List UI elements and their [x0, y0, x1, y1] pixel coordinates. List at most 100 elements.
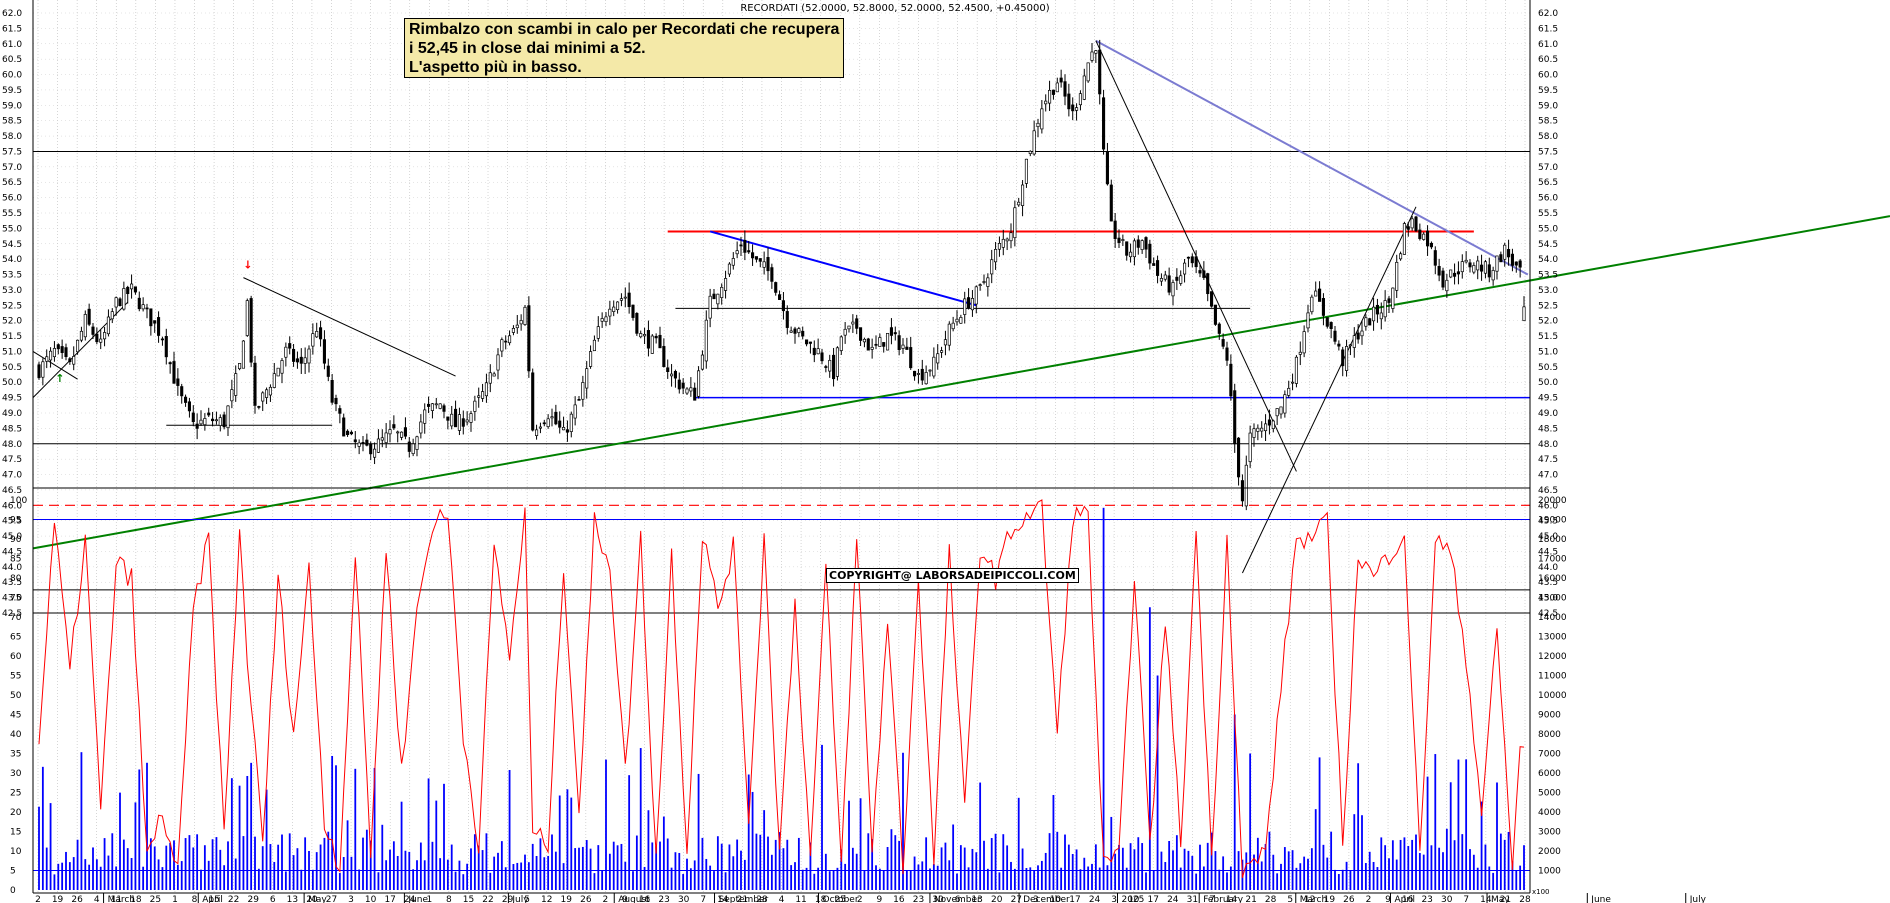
- volume-bar: [817, 867, 820, 890]
- candle-body: [1441, 270, 1445, 288]
- candle-body: [1464, 259, 1468, 263]
- candle-body: [265, 389, 269, 398]
- volume-bar: [605, 759, 607, 890]
- rsi-tick-label: 90: [10, 535, 22, 545]
- candle-body: [99, 338, 103, 343]
- price-tick-label-left: 58.0: [2, 132, 22, 142]
- volume-bar: [693, 860, 696, 890]
- volume-bar: [1237, 851, 1240, 890]
- candle-body: [442, 405, 446, 412]
- candle-body: [41, 361, 45, 378]
- volume-bar: [1172, 850, 1174, 890]
- candle-body: [785, 311, 789, 328]
- candle-body: [461, 418, 465, 427]
- volume-bar: [1349, 870, 1352, 890]
- volume-bar: [277, 844, 280, 890]
- x-tick-label: 19: [561, 895, 573, 903]
- candle-body: [963, 298, 967, 315]
- volume-bar: [1152, 870, 1155, 890]
- volume-tick-label: 18000: [1538, 535, 1567, 545]
- x-tick-label: 24: [404, 895, 416, 903]
- volume-bar: [902, 752, 904, 890]
- volume-bar: [1079, 869, 1082, 890]
- candle-body: [1260, 427, 1264, 432]
- candle-body: [859, 327, 863, 341]
- candle-body: [1102, 97, 1106, 150]
- candle-body: [68, 358, 72, 363]
- volume-tick-label: 7000: [1538, 750, 1561, 760]
- price-tick-label-left: 45.0: [2, 532, 22, 542]
- volume-bar: [485, 833, 488, 890]
- candle-body: [639, 333, 643, 338]
- volume-bar: [146, 762, 148, 890]
- volume-bar: [1102, 507, 1105, 890]
- candle-body: [731, 258, 735, 266]
- volume-bar: [180, 861, 183, 890]
- candle-body: [608, 308, 612, 317]
- candle-body: [60, 346, 64, 353]
- volume-bar: [751, 791, 754, 890]
- volume-bar: [1168, 841, 1171, 890]
- month-label: March: [108, 895, 135, 903]
- volume-bar: [705, 858, 708, 890]
- volume-tick-label: 12000: [1538, 652, 1567, 662]
- candle-body: [380, 437, 384, 441]
- candle-body: [1202, 270, 1206, 278]
- x-tick-label: 24: [1167, 895, 1179, 903]
- candle-body: [511, 327, 515, 333]
- volume-bar: [643, 866, 646, 890]
- volume-bar: [1264, 844, 1267, 890]
- x-tick-label: 10: [1050, 895, 1062, 903]
- candle-body: [261, 392, 265, 402]
- volume-bar: [288, 833, 291, 890]
- candle-body: [720, 286, 724, 298]
- candle-body: [299, 356, 303, 364]
- price-tick-label-left: 61.0: [2, 40, 22, 50]
- x-tick-label: 15: [208, 895, 219, 903]
- candle-body: [1345, 346, 1349, 371]
- candle-body: [1032, 130, 1036, 155]
- price-tick-label-right: 51.0: [1538, 347, 1558, 357]
- volume-bar: [1202, 866, 1205, 890]
- candle-body: [666, 367, 670, 373]
- candle-body: [646, 330, 650, 349]
- candle-body: [492, 373, 496, 377]
- candle-body: [882, 342, 886, 347]
- candle-body: [319, 327, 323, 340]
- rsi-tick-label: 40: [10, 730, 22, 740]
- candle-body: [612, 306, 616, 312]
- price-tick-label-left: 61.5: [2, 24, 22, 34]
- month-label: June: [1590, 895, 1611, 903]
- volume-bar: [68, 862, 71, 890]
- price-tick-label-left: 54.5: [2, 240, 22, 250]
- candle-body: [257, 406, 261, 408]
- copyright-label: COPYRIGHT@ LABORSADEIPICCOLI.COM: [826, 568, 1079, 583]
- candle-body: [1410, 218, 1414, 229]
- volume-bar: [1380, 837, 1383, 890]
- price-tick-label-right: 50.0: [1538, 378, 1558, 388]
- x-tick-label: 7: [1209, 895, 1215, 903]
- price-tick-label-right: 42.5: [1538, 609, 1558, 619]
- volume-bar: [1337, 874, 1340, 890]
- candle-body: [1109, 184, 1113, 222]
- candle-body: [940, 350, 944, 353]
- volume-bar: [1191, 855, 1194, 890]
- candle-body: [199, 419, 203, 425]
- volume-bar: [647, 810, 650, 890]
- candle-body: [1321, 298, 1325, 316]
- price-tick-label-right: 49.0: [1538, 409, 1558, 419]
- volume-bar: [1488, 866, 1491, 890]
- volume-bar: [338, 873, 341, 890]
- volume-bar: [230, 778, 233, 890]
- candle-body: [357, 442, 361, 447]
- candle-body: [635, 313, 639, 334]
- candle-body: [1078, 93, 1082, 106]
- volume-bar: [416, 860, 418, 890]
- candle-body: [87, 308, 91, 325]
- candle-body: [1071, 104, 1075, 112]
- volume-bar: [1106, 865, 1109, 890]
- volume-bar: [134, 802, 137, 890]
- candle-body: [862, 338, 866, 343]
- candle-body: [457, 414, 461, 431]
